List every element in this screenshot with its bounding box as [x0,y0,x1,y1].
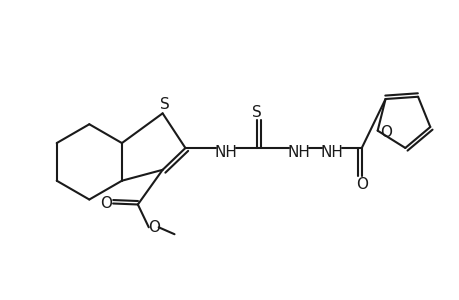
Text: NH: NH [320,146,343,160]
Text: O: O [147,220,159,235]
Text: O: O [355,177,367,192]
Text: NH: NH [214,146,237,160]
Text: S: S [159,97,169,112]
Text: S: S [252,105,261,120]
Text: O: O [380,125,392,140]
Text: O: O [100,196,112,211]
Text: NH: NH [287,146,310,160]
